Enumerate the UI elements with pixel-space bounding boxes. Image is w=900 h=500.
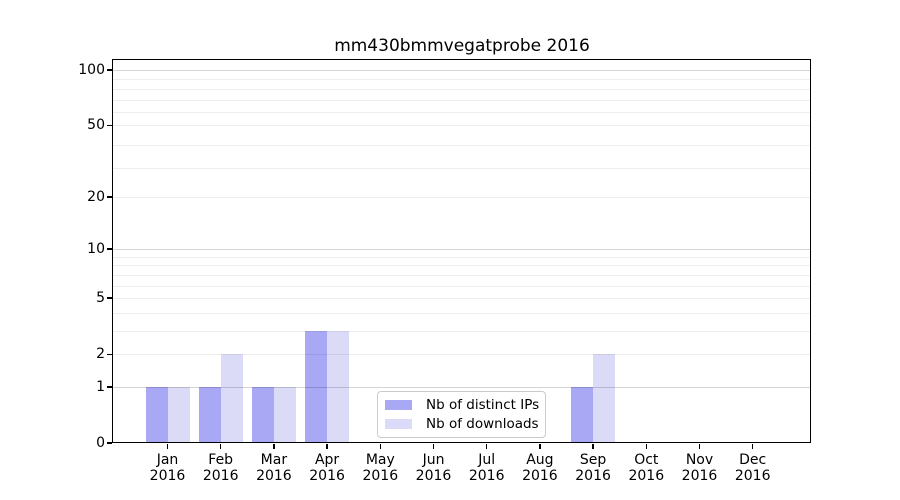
x-tick-mark-nov bbox=[698, 444, 701, 449]
x-tick-mark-apr bbox=[326, 444, 328, 449]
y-tick-mark-100 bbox=[107, 69, 112, 71]
y-tick-mark-5 bbox=[107, 297, 112, 299]
legend-swatch-nb-of-distinct-ips bbox=[385, 400, 412, 410]
x-tick-label-jul: Jul 2016 bbox=[468, 452, 505, 484]
bar-nb-of-downloads-apr bbox=[327, 330, 350, 443]
x-tick-mark-sep bbox=[592, 444, 594, 449]
y-tick-mark-10 bbox=[107, 248, 112, 250]
bar-nb-of-downloads-sep bbox=[593, 354, 616, 443]
y-tick-mark-2 bbox=[107, 353, 112, 355]
x-tick-label-jan: Jan 2016 bbox=[149, 452, 186, 484]
x-tick-label-apr: Apr 2016 bbox=[309, 452, 345, 484]
y-tick-label-5: 5 bbox=[96, 290, 105, 307]
y-tick-label-10: 10 bbox=[87, 241, 105, 258]
x-tick-label-aug: Aug 2016 bbox=[522, 452, 558, 484]
x-tick-label-jun: Jun 2016 bbox=[415, 452, 452, 484]
y-tick-label-0: 0 bbox=[96, 435, 105, 451]
axis-spine-bottom bbox=[113, 442, 811, 444]
x-tick-mark-jan bbox=[166, 444, 169, 449]
y-tick-label-100: 100 bbox=[78, 62, 105, 78]
x-tick-label-feb: Feb 2016 bbox=[202, 452, 239, 484]
chart-title: mm430bmmvegatprobe 2016 bbox=[334, 36, 590, 56]
x-tick-mark-oct bbox=[645, 444, 647, 449]
x-tick-label-may: May 2016 bbox=[362, 452, 399, 484]
legend-row-nb-of-downloads: Nb of downloads bbox=[385, 417, 545, 431]
y-tick-label-50: 50 bbox=[87, 117, 105, 134]
y-tick-mark-0 bbox=[107, 442, 112, 444]
x-tick-mark-jul bbox=[486, 444, 488, 449]
x-tick-mark-aug bbox=[539, 444, 541, 449]
y-tick-mark-50 bbox=[107, 124, 112, 126]
legend-label-nb-of-downloads: Nb of downloads bbox=[426, 416, 539, 432]
x-tick-mark-may bbox=[379, 444, 381, 449]
x-tick-label-mar: Mar 2016 bbox=[256, 452, 292, 484]
bar-nb-of-downloads-feb bbox=[220, 354, 243, 443]
x-tick-mark-mar bbox=[273, 444, 275, 449]
x-tick-label-sep: Sep 2016 bbox=[575, 452, 611, 484]
x-tick-mark-jun bbox=[432, 444, 435, 449]
bars-layer bbox=[113, 60, 811, 443]
axis-spine-left bbox=[112, 59, 114, 443]
legend-swatch-nb-of-downloads bbox=[385, 419, 412, 429]
x-tick-label-dec: Dec 2016 bbox=[734, 452, 771, 484]
x-tick-label-oct: Oct 2016 bbox=[628, 452, 665, 484]
bar-nb-of-distinct-ips-sep bbox=[571, 386, 594, 443]
x-tick-label-nov: Nov 2016 bbox=[681, 452, 718, 484]
legend: Nb of distinct IPs Nb of downloads bbox=[377, 391, 546, 438]
y-tick-label-2: 2 bbox=[96, 346, 105, 363]
bar-nb-of-distinct-ips-mar bbox=[251, 386, 274, 443]
plot-area: Nb of distinct IPs Nb of downloads bbox=[107, 59, 812, 449]
bar-nb-of-distinct-ips-jan bbox=[145, 386, 168, 443]
y-tick-label-20: 20 bbox=[87, 188, 105, 205]
x-tick-mark-feb bbox=[220, 444, 222, 449]
bar-nb-of-distinct-ips-feb bbox=[198, 386, 221, 443]
y-tick-label-1: 1 bbox=[96, 378, 105, 395]
bar-nb-of-distinct-ips-apr bbox=[305, 330, 328, 443]
x-tick-mark-dec bbox=[752, 444, 754, 449]
bar-nb-of-downloads-jan bbox=[167, 386, 190, 443]
y-tick-mark-20 bbox=[107, 196, 112, 198]
axis-spine-right bbox=[810, 59, 812, 443]
legend-row-nb-of-distinct-ips: Nb of distinct IPs bbox=[385, 398, 545, 412]
legend-label-nb-of-distinct-ips: Nb of distinct IPs bbox=[426, 397, 540, 413]
bar-nb-of-downloads-mar bbox=[273, 386, 296, 443]
axis-spine-top bbox=[113, 59, 811, 61]
y-tick-mark-1 bbox=[107, 386, 112, 388]
